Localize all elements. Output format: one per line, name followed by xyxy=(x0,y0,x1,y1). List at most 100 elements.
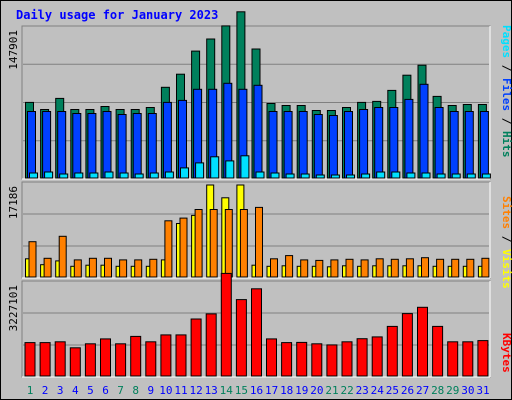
pages-bar xyxy=(255,171,265,179)
kbytes-bar xyxy=(417,306,428,377)
files-bar xyxy=(147,113,157,179)
sites-bar xyxy=(315,259,324,278)
sites-bar xyxy=(224,209,233,278)
kbytes-bar xyxy=(371,336,383,377)
sites-bar xyxy=(209,209,218,278)
files-bar xyxy=(132,113,142,179)
pages-bar xyxy=(421,172,431,179)
sites-bar xyxy=(345,258,354,278)
pages-bar xyxy=(180,167,189,179)
day-label: 14 xyxy=(220,384,234,397)
day-label: 7 xyxy=(117,384,124,397)
day-label: 31 xyxy=(476,384,489,397)
sites-bar xyxy=(421,257,429,278)
kbytes-bar xyxy=(477,340,489,377)
day-label: 28 xyxy=(431,384,444,397)
files-bar xyxy=(268,111,278,179)
pages-bar xyxy=(436,173,446,179)
pages-bar xyxy=(104,171,114,179)
pages-bar xyxy=(391,171,401,179)
day-label: 25 xyxy=(386,384,399,397)
kbytes-bar xyxy=(341,341,353,377)
sites-bar xyxy=(88,257,97,278)
day-label: 19 xyxy=(295,384,308,397)
bottom-ymax-label: 3227101 xyxy=(7,285,20,331)
pages-bar xyxy=(481,173,491,179)
files-bar xyxy=(102,111,112,179)
sites-bar xyxy=(43,257,52,278)
bottom-panel: 3227101 xyxy=(7,272,491,378)
middle-ymax-label: 17186 xyxy=(7,186,20,219)
legend-kbytes: KBytes xyxy=(500,333,512,373)
kbytes-bar xyxy=(130,335,142,377)
pages-bar xyxy=(59,173,69,179)
files-bar xyxy=(72,113,82,179)
sites-bar xyxy=(436,258,445,278)
sites-bar xyxy=(104,257,112,278)
sites-bar xyxy=(134,259,143,278)
pages-bar xyxy=(285,173,295,179)
pages-bar xyxy=(89,172,99,179)
kbytes-bar xyxy=(432,325,444,377)
sites-bar xyxy=(119,259,128,278)
kbytes-bar xyxy=(401,313,413,377)
kbytes-bar xyxy=(266,338,277,377)
sites-bar xyxy=(481,257,490,278)
day-labels: 1 2 3 4 5 6 7 8 9 10 11 12 13 14 15 16 17 18 19 20 21 22 23 24 2… xyxy=(27,384,490,397)
kbytes-bar xyxy=(296,341,308,377)
top-panel-legend: Pages / Files / Hits xyxy=(500,25,512,158)
sites-bar xyxy=(73,259,82,278)
kbytes-bar xyxy=(386,325,398,377)
kbytes-bar xyxy=(205,313,217,377)
kbytes-bar xyxy=(326,344,338,377)
top-panel: 147901 xyxy=(7,11,491,180)
pages-bar xyxy=(451,173,461,179)
pages-bar xyxy=(134,173,144,179)
day-label: 15 xyxy=(235,384,248,397)
kbytes-bar xyxy=(356,338,368,377)
kbytes-bar xyxy=(24,342,36,377)
files-bar xyxy=(178,99,187,179)
day-label: 24 xyxy=(371,384,385,397)
kbytes-bar xyxy=(115,343,127,377)
day-label: 27 xyxy=(416,384,429,397)
kbytes-bar xyxy=(462,341,474,377)
pages-bar xyxy=(466,173,476,179)
day-label: 8 xyxy=(132,384,139,397)
day-label: 23 xyxy=(356,384,369,397)
files-bar xyxy=(298,111,308,179)
kbytes-bar xyxy=(160,334,172,377)
day-label: 18 xyxy=(280,384,293,397)
day-label: 9 xyxy=(147,384,154,397)
chart-panels: 147901 17186 3227101 xyxy=(7,11,491,378)
pages-bar xyxy=(44,171,54,179)
pages-bar xyxy=(74,172,84,179)
kbytes-bar xyxy=(281,342,293,377)
files-bar xyxy=(374,107,384,179)
files-bar xyxy=(328,115,338,179)
legend-sep-3: / xyxy=(500,229,512,249)
pages-bar xyxy=(406,172,416,179)
files-bar xyxy=(389,107,399,179)
kbytes-bar xyxy=(54,341,66,377)
legend-visits: Visits xyxy=(500,249,512,289)
files-bar xyxy=(283,111,293,179)
files-bar xyxy=(57,111,67,179)
files-bar xyxy=(87,113,97,179)
day-label: 5 xyxy=(87,384,94,397)
pages-bar xyxy=(361,173,371,179)
kbytes-bar xyxy=(447,341,459,377)
sites-bar xyxy=(270,258,278,278)
kbytes-bar xyxy=(235,299,247,377)
legend-hits: Hits xyxy=(500,131,512,158)
kbytes-bar xyxy=(39,342,51,377)
sites-bar xyxy=(330,259,339,278)
sites-bar xyxy=(375,258,384,278)
files-bar xyxy=(344,111,353,179)
files-bar xyxy=(42,111,52,179)
day-label: 26 xyxy=(401,384,414,397)
sites-bar xyxy=(58,235,67,278)
legend-sites: Sites xyxy=(500,196,512,229)
day-label: 21 xyxy=(325,384,338,397)
day-label: 30 xyxy=(461,384,474,397)
